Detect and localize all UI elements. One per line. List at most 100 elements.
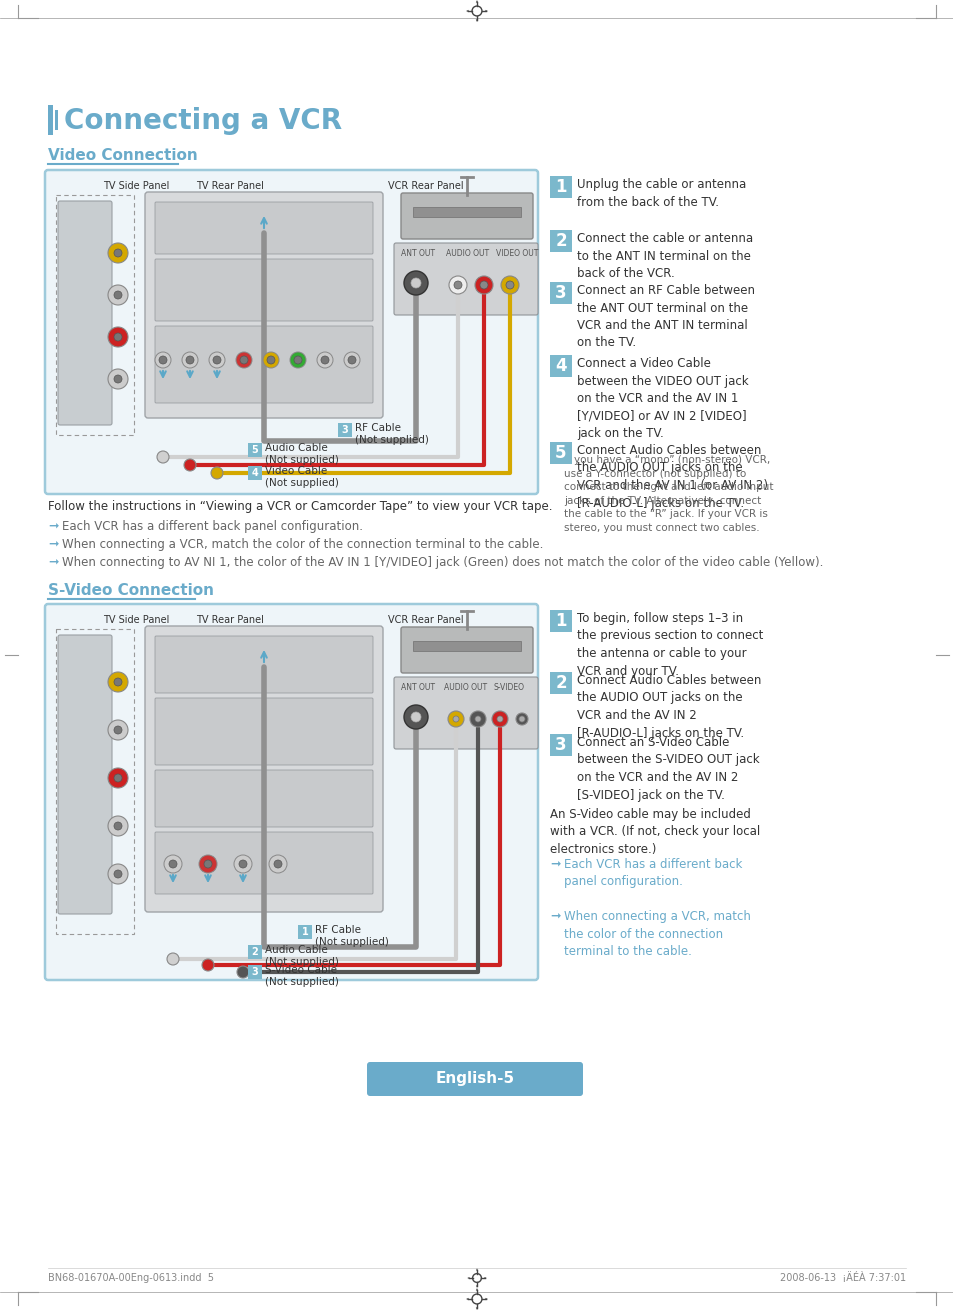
Bar: [48, 105, 53, 135]
FancyBboxPatch shape: [154, 832, 373, 893]
Circle shape: [113, 333, 122, 341]
Polygon shape: [467, 1277, 469, 1279]
Text: 5: 5: [555, 444, 566, 462]
Circle shape: [274, 859, 282, 869]
FancyBboxPatch shape: [154, 770, 373, 827]
Circle shape: [108, 369, 128, 389]
FancyBboxPatch shape: [154, 259, 373, 321]
Text: 1: 1: [555, 612, 566, 630]
Circle shape: [239, 859, 247, 869]
Circle shape: [454, 282, 461, 290]
Circle shape: [500, 276, 518, 293]
Bar: [248, 443, 262, 457]
FancyBboxPatch shape: [58, 200, 112, 424]
Text: 2: 2: [555, 232, 566, 250]
Circle shape: [108, 242, 128, 263]
Bar: [550, 734, 572, 756]
Text: BN68-01670A-00Eng-0613.indd  5: BN68-01670A-00Eng-0613.indd 5: [48, 1273, 213, 1282]
Circle shape: [348, 356, 355, 364]
Text: Each VCR has a different back
panel configuration.: Each VCR has a different back panel conf…: [563, 858, 741, 888]
Text: When connecting a VCR, match
the color of the connection
terminal to the cable.: When connecting a VCR, match the color o…: [563, 910, 750, 958]
Circle shape: [164, 855, 182, 872]
Bar: [248, 965, 262, 979]
Text: Video Connection: Video Connection: [48, 148, 197, 162]
FancyBboxPatch shape: [394, 242, 537, 314]
Bar: [248, 466, 262, 479]
Circle shape: [186, 356, 193, 364]
FancyBboxPatch shape: [58, 635, 112, 914]
FancyBboxPatch shape: [145, 193, 382, 418]
Text: ANT OUT: ANT OUT: [400, 683, 435, 692]
Bar: [550, 231, 572, 252]
Bar: [56, 629, 133, 934]
Text: ➞: ➞: [48, 538, 58, 552]
Bar: [337, 423, 352, 438]
Polygon shape: [476, 1288, 477, 1290]
Text: Connect Audio Cables between
the AUDIO OUT jacks on the
VCR and the AV IN 1 (or : Connect Audio Cables between the AUDIO O…: [577, 444, 767, 510]
Circle shape: [505, 282, 514, 290]
Text: AUDIO OUT: AUDIO OUT: [446, 249, 489, 258]
Circle shape: [235, 352, 252, 368]
Circle shape: [113, 291, 122, 299]
Circle shape: [344, 352, 359, 368]
Circle shape: [240, 356, 248, 364]
Text: 3: 3: [252, 967, 258, 977]
Circle shape: [108, 768, 128, 789]
Text: Connect Audio Cables between
the AUDIO OUT jacks on the
VCR and the AV IN 2
[R-A: Connect Audio Cables between the AUDIO O…: [577, 675, 760, 740]
Text: ➞: ➞: [48, 555, 58, 569]
FancyBboxPatch shape: [145, 626, 382, 912]
Polygon shape: [484, 1277, 486, 1279]
Bar: [413, 207, 520, 217]
Text: 3: 3: [341, 424, 348, 435]
Circle shape: [108, 286, 128, 305]
Circle shape: [320, 356, 329, 364]
Circle shape: [204, 859, 212, 869]
FancyBboxPatch shape: [154, 698, 373, 765]
Circle shape: [182, 352, 198, 368]
Circle shape: [199, 855, 216, 872]
Polygon shape: [476, 1285, 477, 1288]
Circle shape: [233, 855, 252, 872]
Text: RF Cable
(Not supplied): RF Cable (Not supplied): [314, 925, 389, 947]
Circle shape: [516, 713, 527, 724]
Circle shape: [267, 356, 274, 364]
Bar: [248, 945, 262, 959]
Text: 2008-06-13  ¡ÄÉÀ 7:37:01: 2008-06-13 ¡ÄÉÀ 7:37:01: [779, 1272, 905, 1284]
Polygon shape: [485, 9, 488, 12]
Polygon shape: [476, 1307, 477, 1310]
Text: 4: 4: [252, 468, 258, 478]
Text: Follow the instructions in “Viewing a VCR or Camcorder Tape” to view your VCR ta: Follow the instructions in “Viewing a VC…: [48, 500, 552, 514]
Text: RF Cable
(Not supplied): RF Cable (Not supplied): [355, 423, 429, 444]
Text: Audio Cable
(Not supplied): Audio Cable (Not supplied): [265, 945, 338, 967]
Circle shape: [475, 276, 493, 293]
Text: TV Rear Panel: TV Rear Panel: [195, 181, 264, 191]
Circle shape: [157, 451, 169, 462]
Polygon shape: [465, 1298, 468, 1301]
Bar: [550, 672, 572, 694]
Circle shape: [113, 870, 122, 878]
Text: 2: 2: [555, 675, 566, 692]
Circle shape: [453, 717, 458, 722]
Text: S-VIDEO: S-VIDEO: [494, 683, 524, 692]
Polygon shape: [476, 0, 477, 3]
Text: Connecting a VCR: Connecting a VCR: [64, 107, 342, 135]
Text: VCR Rear Panel: VCR Rear Panel: [388, 181, 463, 191]
Text: Connect a Video Cable
between the VIDEO OUT jack
on the VCR and the AV IN 1
[Y/V: Connect a Video Cable between the VIDEO …: [577, 358, 748, 440]
Circle shape: [108, 328, 128, 347]
Polygon shape: [476, 1268, 477, 1271]
Circle shape: [108, 865, 128, 884]
Circle shape: [113, 821, 122, 831]
Text: ➞: ➞: [550, 858, 560, 871]
Bar: [55, 110, 58, 130]
Text: 3: 3: [555, 736, 566, 755]
Circle shape: [184, 458, 195, 472]
Bar: [413, 641, 520, 651]
Circle shape: [449, 276, 467, 293]
Circle shape: [518, 717, 524, 722]
Text: 1: 1: [301, 927, 308, 937]
Bar: [550, 610, 572, 631]
Text: An S-Video cable may be included
with a VCR. (If not, check your local
electroni: An S-Video cable may be included with a …: [550, 808, 760, 855]
Text: AUDIO OUT: AUDIO OUT: [443, 683, 487, 692]
Circle shape: [475, 717, 480, 722]
FancyBboxPatch shape: [154, 635, 373, 693]
